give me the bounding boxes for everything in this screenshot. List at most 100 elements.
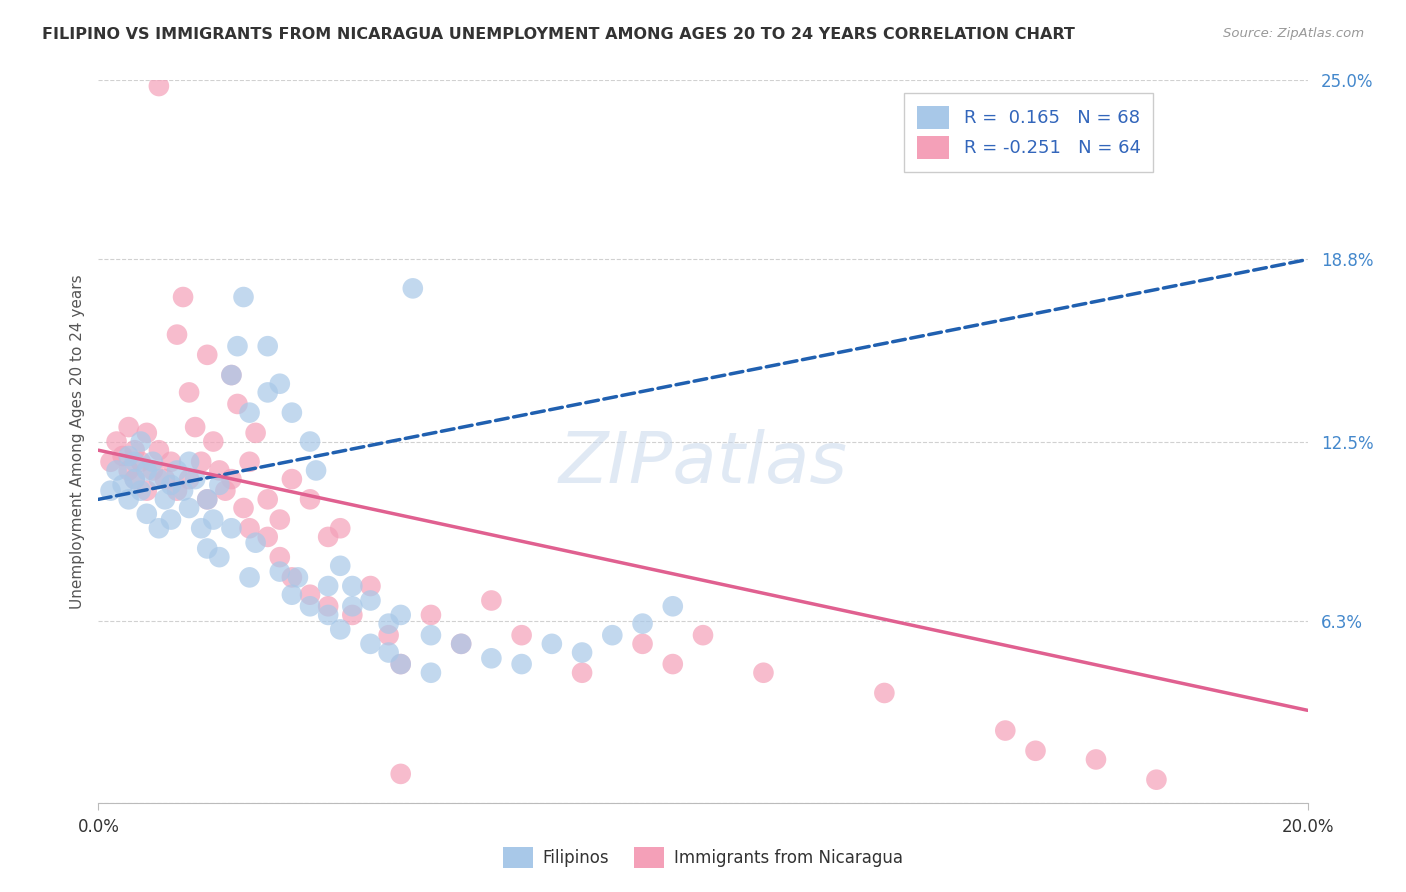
Point bbox=[420, 628, 443, 642]
Point bbox=[118, 463, 141, 477]
Point bbox=[153, 492, 176, 507]
Point bbox=[148, 78, 170, 93]
Point bbox=[118, 449, 141, 463]
Point bbox=[124, 472, 146, 486]
Point bbox=[377, 646, 399, 660]
Y-axis label: Unemployment Among Ages 20 to 24 years: Unemployment Among Ages 20 to 24 years bbox=[69, 274, 84, 609]
Point bbox=[450, 637, 472, 651]
Point bbox=[316, 607, 339, 622]
Point bbox=[389, 657, 412, 671]
Point bbox=[124, 472, 146, 486]
Point bbox=[540, 637, 562, 651]
Point bbox=[111, 478, 134, 492]
Point bbox=[510, 628, 533, 642]
Point bbox=[214, 483, 236, 498]
Point bbox=[661, 599, 683, 614]
Point bbox=[1024, 744, 1046, 758]
Point bbox=[269, 550, 291, 565]
Point bbox=[179, 455, 201, 469]
Point bbox=[299, 599, 322, 614]
Point bbox=[316, 579, 339, 593]
Point bbox=[148, 521, 170, 535]
Point bbox=[256, 530, 278, 544]
Point bbox=[239, 455, 262, 469]
Point bbox=[1085, 752, 1108, 766]
Point bbox=[256, 385, 278, 400]
Point bbox=[342, 599, 364, 614]
Point bbox=[752, 665, 775, 680]
Point bbox=[329, 623, 352, 637]
Point bbox=[873, 686, 896, 700]
Point bbox=[1144, 772, 1167, 787]
Point bbox=[100, 483, 122, 498]
Point bbox=[420, 665, 443, 680]
Point bbox=[111, 449, 134, 463]
Text: FILIPINO VS IMMIGRANTS FROM NICARAGUA UNEMPLOYMENT AMONG AGES 20 TO 24 YEARS COR: FILIPINO VS IMMIGRANTS FROM NICARAGUA UN… bbox=[42, 27, 1076, 42]
Point bbox=[166, 483, 188, 498]
Point bbox=[571, 665, 593, 680]
Point bbox=[190, 521, 212, 535]
Point bbox=[232, 501, 254, 516]
Point bbox=[202, 512, 225, 526]
Point bbox=[221, 368, 243, 382]
Point bbox=[481, 593, 503, 607]
Point bbox=[208, 463, 231, 477]
Point bbox=[100, 455, 122, 469]
Point bbox=[360, 593, 382, 607]
Text: ZIPatlas: ZIPatlas bbox=[558, 429, 848, 498]
Point bbox=[269, 512, 291, 526]
Point bbox=[172, 483, 194, 498]
Point bbox=[142, 463, 165, 477]
Point bbox=[281, 588, 304, 602]
Point bbox=[166, 463, 188, 477]
Point bbox=[226, 397, 249, 411]
Point bbox=[481, 651, 503, 665]
Point bbox=[190, 455, 212, 469]
Point bbox=[389, 767, 412, 781]
Point bbox=[631, 616, 654, 631]
Point bbox=[184, 420, 207, 434]
Point bbox=[256, 492, 278, 507]
Point bbox=[571, 646, 593, 660]
Point bbox=[221, 472, 243, 486]
Point bbox=[226, 339, 249, 353]
Point bbox=[329, 558, 352, 573]
Point bbox=[179, 385, 201, 400]
Point bbox=[184, 472, 207, 486]
Point bbox=[245, 425, 267, 440]
Point bbox=[221, 521, 243, 535]
Point bbox=[142, 455, 165, 469]
Point bbox=[148, 472, 170, 486]
Point bbox=[281, 406, 304, 420]
Point bbox=[239, 406, 262, 420]
Point bbox=[239, 570, 262, 584]
Point bbox=[287, 570, 309, 584]
Point bbox=[135, 507, 157, 521]
Point bbox=[299, 588, 322, 602]
Point bbox=[160, 455, 183, 469]
Point bbox=[118, 492, 141, 507]
Point bbox=[692, 628, 714, 642]
Point bbox=[661, 657, 683, 671]
Point bbox=[172, 290, 194, 304]
Point bbox=[389, 657, 412, 671]
Point bbox=[329, 521, 352, 535]
Point bbox=[377, 616, 399, 631]
Point bbox=[450, 637, 472, 651]
Point bbox=[105, 463, 128, 477]
Legend: R =  0.165   N = 68, R = -0.251   N = 64: R = 0.165 N = 68, R = -0.251 N = 64 bbox=[904, 93, 1153, 172]
Point bbox=[135, 463, 157, 477]
Point bbox=[129, 434, 152, 449]
Point bbox=[135, 425, 157, 440]
Point bbox=[994, 723, 1017, 738]
Point bbox=[316, 530, 339, 544]
Point bbox=[195, 492, 218, 507]
Point bbox=[281, 472, 304, 486]
Point bbox=[221, 368, 243, 382]
Point bbox=[245, 535, 267, 549]
Point bbox=[118, 420, 141, 434]
Point bbox=[195, 492, 218, 507]
Point bbox=[124, 443, 146, 458]
Point bbox=[316, 599, 339, 614]
Point bbox=[420, 607, 443, 622]
